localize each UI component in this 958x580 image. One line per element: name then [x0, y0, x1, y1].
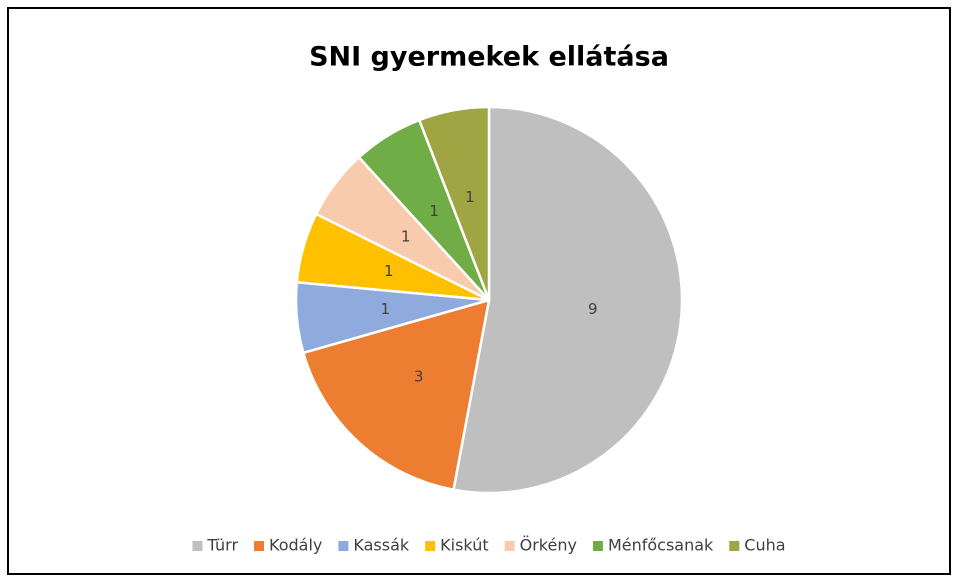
data-label: 3 — [414, 368, 424, 386]
legend-label: Kodály — [269, 536, 322, 555]
legend-swatch — [425, 541, 436, 551]
data-label: 1 — [380, 300, 390, 318]
legend-swatch — [338, 541, 349, 551]
legend-label: Kassák — [353, 536, 409, 555]
pie-slice — [301, 298, 491, 492]
legend-label: Örkény — [520, 536, 577, 555]
pie-slice — [452, 105, 684, 495]
data-label: 1 — [384, 262, 394, 280]
legend-swatch — [729, 541, 740, 551]
data-label: 1 — [465, 188, 475, 206]
chart-title: SNI gyermekek ellátása — [309, 42, 669, 73]
pie-slice — [417, 105, 491, 301]
legend-swatch — [592, 541, 603, 551]
data-label: 1 — [401, 228, 411, 246]
legend-label: Türr — [206, 536, 238, 555]
legend-swatch — [504, 541, 515, 551]
legend-label: Ménfőcsanak — [608, 536, 714, 555]
data-label: 1 — [429, 202, 439, 220]
legend-label: Cuha — [744, 536, 785, 555]
data-label: 9 — [588, 300, 598, 318]
legend-swatch — [192, 541, 203, 551]
legend-label: Kiskút — [440, 536, 488, 555]
legend-swatch — [254, 541, 265, 551]
legend: Türr Kodály Kassák Kiskút Örkény Ménfőcsanak C… — [192, 536, 786, 555]
